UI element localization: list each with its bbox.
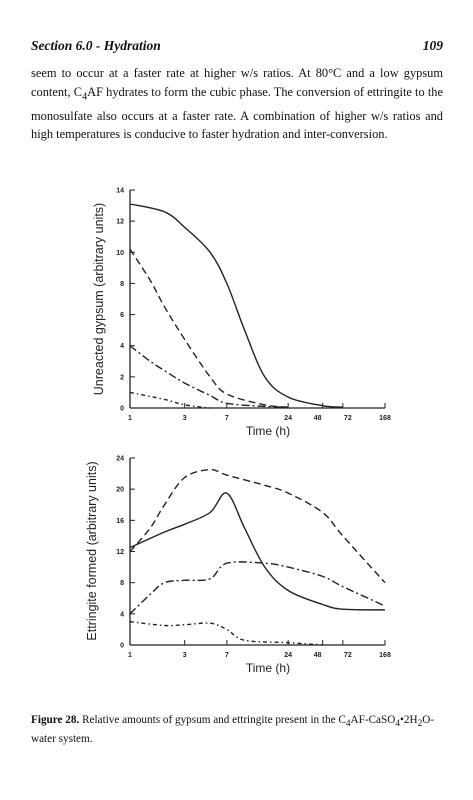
- y-tick-label: 4: [120, 611, 124, 618]
- x-tick-label: 168: [379, 415, 391, 422]
- x-tick-label: 72: [344, 415, 352, 422]
- y-tick-label: 8: [120, 281, 124, 288]
- y-tick-label: 10: [116, 250, 124, 257]
- x-tick-label: 3: [183, 652, 187, 659]
- x-tick-label: 1: [128, 415, 132, 422]
- y-tick-label: 20: [116, 487, 124, 494]
- y-tick-label: 8: [120, 580, 124, 587]
- x-tick-label: 7: [225, 652, 229, 659]
- caption-text: •2H: [399, 714, 418, 726]
- x-tick-label: 24: [284, 415, 292, 422]
- subscript: 2: [417, 719, 423, 730]
- series-line-dash-dot-small: [129, 620, 323, 646]
- series-line-dashed: [129, 248, 289, 408]
- caption-text: AF-CaSO: [350, 714, 396, 726]
- y-tick-label: 4: [120, 343, 124, 350]
- caption-text: O-water system.: [31, 714, 435, 746]
- running-header: Section 6.0 - Hydration 109: [31, 38, 443, 58]
- x-axis-label: Time (h): [246, 661, 290, 675]
- body-paragraph: seem to occur at a faster rate at higher…: [31, 64, 443, 144]
- y-tick-label: 0: [120, 406, 124, 413]
- series-line-dash-dot: [129, 345, 289, 408]
- caption-label: Figure 28.: [31, 714, 80, 726]
- series-line-dash-dot-small: [129, 391, 211, 409]
- series-line-dash-dot: [129, 561, 386, 615]
- subscript: 4: [345, 719, 351, 730]
- section-title: Section 6.0 - Hydration: [31, 38, 161, 53]
- series-line-dashed: [129, 468, 386, 584]
- subscript: 4: [81, 91, 88, 103]
- page-number: 109: [422, 38, 443, 53]
- x-tick-label: 72: [344, 652, 352, 659]
- x-tick-label: 48: [314, 415, 322, 422]
- y-tick-label: 14: [116, 188, 124, 195]
- x-tick-label: 168: [379, 652, 391, 659]
- x-tick-label: 3: [183, 415, 187, 422]
- x-axis-label: Time (h): [246, 424, 290, 438]
- y-axis-label: Unreacted gypsum (arbitrary units): [92, 203, 106, 395]
- subscript: 4: [395, 719, 400, 730]
- y-tick-label: 2: [120, 374, 124, 381]
- paragraph-text-part-2: AF hydrates to form the cubic phase. The…: [31, 84, 443, 142]
- x-tick-label: 48: [314, 652, 322, 659]
- caption-text: Relative amounts of gypsum and ettringit…: [79, 714, 346, 726]
- series-line-solid: [129, 203, 343, 408]
- y-tick-label: 0: [120, 643, 124, 650]
- paragraph-text-part-1: seem to occur at a faster rate at higher…: [31, 66, 443, 99]
- y-tick-label: 12: [116, 219, 124, 226]
- y-tick-label: 6: [120, 312, 124, 319]
- y-tick-label: 12: [116, 549, 124, 556]
- y-axis-label: Ettringite formed (arbitrary units): [85, 461, 99, 640]
- y-tick-label: 16: [116, 518, 124, 525]
- x-tick-label: 7: [225, 415, 229, 422]
- x-tick-label: 24: [284, 652, 292, 659]
- x-tick-label: 1: [128, 652, 132, 659]
- y-tick-label: 24: [116, 456, 124, 463]
- figure-caption: Figure 28. Relative amounts of gypsum an…: [31, 713, 443, 747]
- series-line-solid: [129, 492, 386, 611]
